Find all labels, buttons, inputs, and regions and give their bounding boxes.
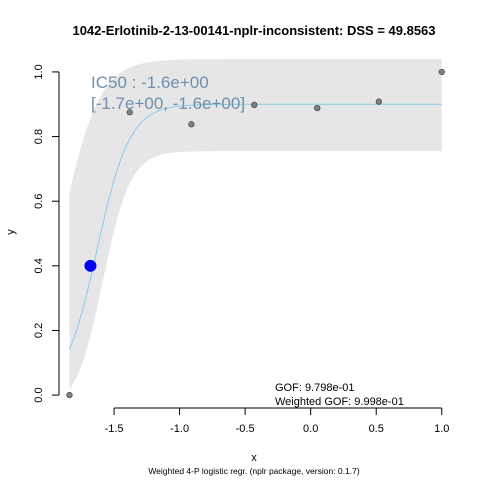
ic50-ci-label: [-1.7e+00, -1.6e+00] — [91, 94, 245, 113]
chart-title: 1042-Erlotinib-2-13-00141-nplr-inconsist… — [72, 23, 435, 38]
data-point — [67, 392, 73, 398]
data-point — [314, 105, 320, 111]
y-tick-label: 0.6 — [33, 194, 45, 209]
x-tick-label: -0.5 — [236, 423, 255, 435]
x-tick-label: -1.0 — [170, 423, 189, 435]
x-tick-label: 1.0 — [434, 423, 449, 435]
y-tick-label: 1.0 — [33, 64, 45, 79]
x-tick-label: 0.5 — [369, 423, 384, 435]
y-tick-label: 0.2 — [33, 323, 45, 338]
y-tick-label: 0.4 — [33, 258, 45, 273]
x-tick-label: 0.0 — [303, 423, 318, 435]
x-tick-label: -1.5 — [105, 423, 124, 435]
weighted-gof-label: Weighted GOF: 9.998e-01 — [275, 396, 404, 408]
data-point — [189, 121, 195, 127]
y-tick-label: 0.0 — [33, 387, 45, 402]
y-axis: 0.0 0.2 0.4 0.6 0.8 1.0 — [33, 64, 59, 402]
y-tick-label: 0.8 — [33, 129, 45, 144]
footer-note: Weighted 4-P logistic regr. (nplr packag… — [148, 466, 360, 476]
ic50-label: IC50 : -1.6e+00 — [91, 73, 209, 92]
data-point — [439, 69, 445, 75]
gof-label: GOF: 9.798e-01 — [275, 382, 355, 394]
x-axis-label: x — [251, 452, 257, 464]
data-point — [376, 99, 382, 105]
data-point — [252, 102, 258, 108]
ic50-point — [84, 260, 96, 272]
y-axis-label: y — [5, 229, 17, 235]
x-axis: -1.5 -1.0 -0.5 0.0 0.5 1.0 — [105, 408, 450, 435]
